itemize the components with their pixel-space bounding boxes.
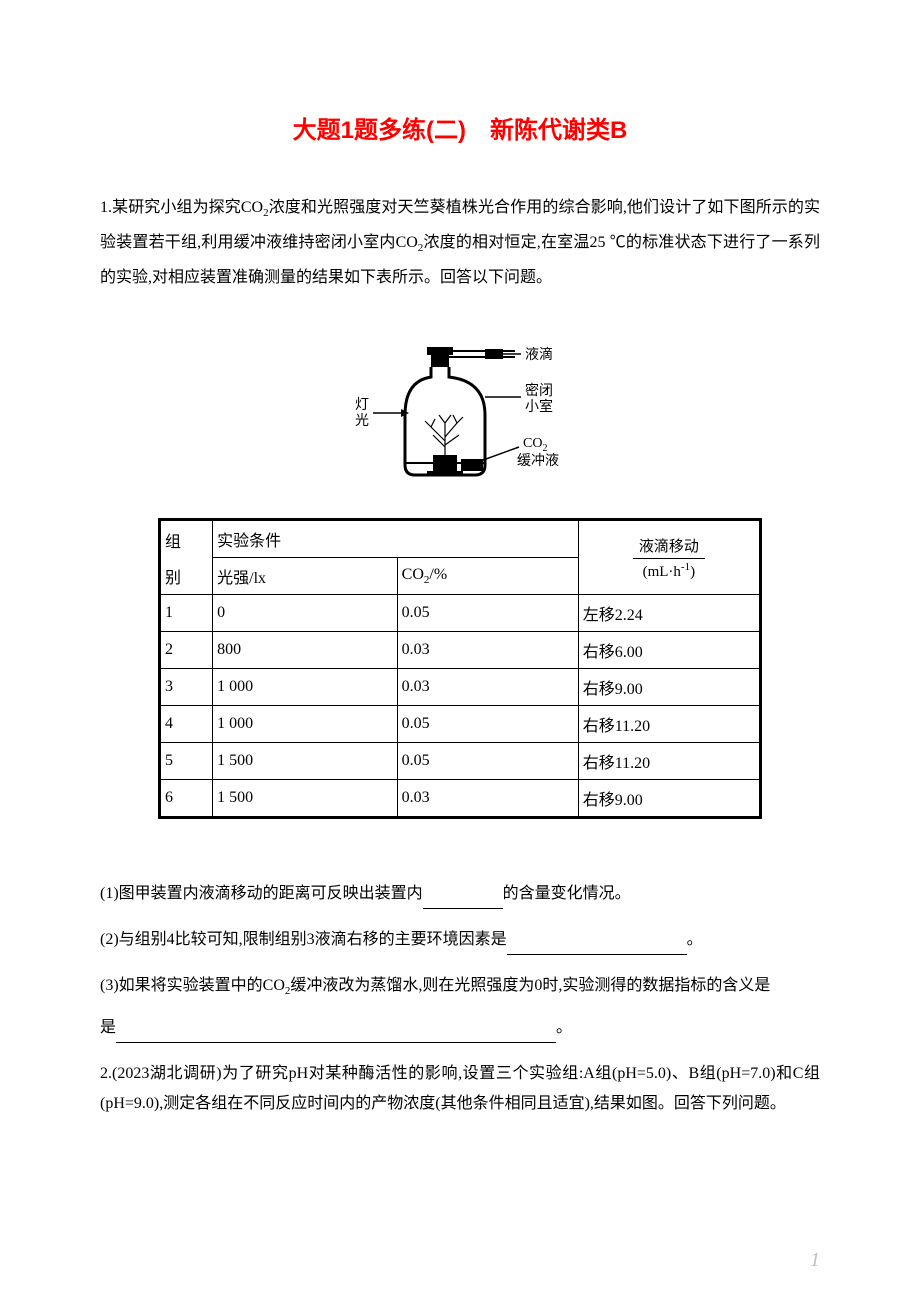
label-light-1: 灯 (355, 397, 369, 413)
cell-lx: 1 500 (213, 780, 398, 818)
th-co2: CO2/% (397, 558, 578, 595)
question-1-intro: 1.某研究小组为探究CO2浓度和光照强度对天竺葵植株光合作用的综合影响,他们设计… (100, 193, 820, 293)
question-1-1: (1)图甲装置内液滴移动的距离可反映出装置内 的含量变化情况。 (100, 879, 820, 909)
cell-lx: 1 000 (213, 706, 398, 743)
label-drop: 液滴 (525, 346, 553, 363)
sub-questions: (1)图甲装置内液滴移动的距离可反映出装置内 的含量变化情况。 (2)与组别4比较… (100, 879, 820, 1118)
question-1-3: (3)如果将实验装置中的CO2缓冲液改为蒸馏水,则在光照强度为0时,实验测得的数… (100, 971, 820, 1006)
page-content: 大题1题多练(二) 新陈代谢类B 1.某研究小组为探究CO2浓度和光照强度对天竺… (0, 0, 920, 1165)
th-cond: 实验条件 (213, 520, 579, 558)
cell-lx: 0 (213, 595, 398, 632)
th-move-top: 液滴移动 (633, 535, 705, 559)
th-move: 液滴移动 (mL·h-1) (578, 520, 760, 595)
cell-g: 1 (160, 595, 213, 632)
label-chamber-1: 密闭 (525, 382, 553, 399)
q3-text-a: (3)如果将实验装置中的CO (100, 977, 285, 994)
cell-g: 3 (160, 669, 213, 706)
cell-move: 右移9.00 (578, 780, 760, 818)
q3-text-b: 缓冲液改为蒸馏水,则在光照强度为0时,实验测得的数据指标的含义是 (290, 977, 770, 994)
label-light-2: 光 (355, 413, 369, 429)
cell-co2: 0.03 (397, 632, 578, 669)
cell-move: 右移6.00 (578, 632, 760, 669)
cell-move: 左移2.24 (578, 595, 760, 632)
page-root: 大题1题多练(二) 新陈代谢类B 1.某研究小组为探究CO2浓度和光照强度对天竺… (0, 0, 920, 1302)
cell-g: 6 (160, 780, 213, 818)
q3-text-c: 。 (556, 1019, 572, 1036)
th-group-l2: 别 (160, 558, 213, 595)
cell-lx: 1 500 (213, 743, 398, 780)
data-table: 组 实验条件 液滴移动 (mL·h-1) 别 光强/lx CO2/% 1 0 0… (158, 518, 762, 819)
blank-field (507, 936, 687, 955)
cell-co2: 0.05 (397, 706, 578, 743)
data-table-wrap: 组 实验条件 液滴移动 (mL·h-1) 别 光强/lx CO2/% 1 0 0… (158, 518, 762, 819)
cell-co2: 0.05 (397, 595, 578, 632)
blank-field (116, 1024, 556, 1043)
cell-lx: 1 000 (213, 669, 398, 706)
cell-co2: 0.03 (397, 780, 578, 818)
cell-move: 右移9.00 (578, 669, 760, 706)
cell-lx: 800 (213, 632, 398, 669)
cell-co2: 0.03 (397, 669, 578, 706)
th-light: 光强/lx (213, 558, 398, 595)
page-number: 1 (810, 1249, 820, 1272)
label-co2: CO2 (523, 436, 547, 454)
th-move-bot: (mL·h-1) (583, 559, 755, 581)
apparatus-diagram: 液滴 密闭 小室 灯 光 CO2 缓冲液 (100, 345, 820, 500)
cell-g: 2 (160, 632, 213, 669)
cell-g: 5 (160, 743, 213, 780)
q2-text-b: 。 (687, 931, 703, 948)
label-buffer: 缓冲液 (517, 453, 559, 469)
cell-g: 4 (160, 706, 213, 743)
th-group-l1: 组 (160, 520, 213, 558)
q1-text-b: 的含量变化情况。 (503, 885, 631, 902)
cell-co2: 0.05 (397, 743, 578, 780)
question-2: 2.(2023湖北调研)为了研究pH对某种酶活性的影响,设置三个实验组:A组(p… (100, 1059, 820, 1119)
document-title: 大题1题多练(二) 新陈代谢类B (100, 110, 820, 145)
question-1-2: (2)与组别4比较可知,限制组别3液滴右移的主要环境因素是 。 (100, 925, 820, 955)
question-1-3b: 是。 (100, 1013, 820, 1043)
diagram-svg: 液滴 密闭 小室 灯 光 CO2 缓冲液 (335, 345, 585, 495)
blank-field (423, 890, 503, 909)
intro-prefix: 1.某研究小组为探究CO (100, 199, 263, 216)
cell-move: 右移11.20 (578, 706, 760, 743)
q1-text-a: (1)图甲装置内液滴移动的距离可反映出装置内 (100, 885, 423, 902)
q2-text-a: (2)与组别4比较可知,限制组别3液滴右移的主要环境因素是 (100, 931, 507, 948)
label-chamber-2: 小室 (525, 398, 553, 415)
cell-move: 右移11.20 (578, 743, 760, 780)
